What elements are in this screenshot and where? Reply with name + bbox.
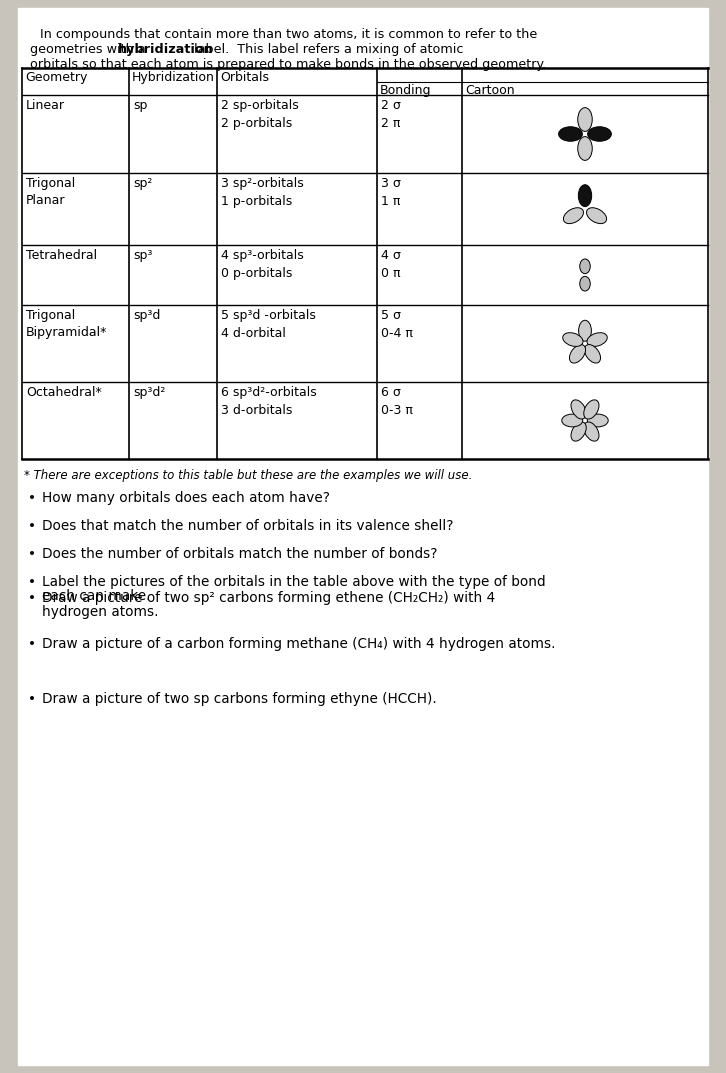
Text: •: • <box>28 575 36 589</box>
Ellipse shape <box>584 422 599 441</box>
Text: Does that match the number of orbitals in its valence shell?: Does that match the number of orbitals i… <box>42 519 454 533</box>
Text: Draw a picture of two sp carbons forming ethyne (HCCH).: Draw a picture of two sp carbons forming… <box>42 692 437 706</box>
Text: 2 σ
2 π: 2 σ 2 π <box>381 99 401 130</box>
Ellipse shape <box>580 277 590 291</box>
Ellipse shape <box>571 400 586 420</box>
Ellipse shape <box>580 259 590 274</box>
Ellipse shape <box>587 208 607 223</box>
Text: 5 σ
0-4 π: 5 σ 0-4 π <box>381 309 413 340</box>
Text: Label the pictures of the orbitals in the table above with the type of bond: Label the pictures of the orbitals in th… <box>42 575 546 589</box>
Text: sp³: sp³ <box>133 249 152 262</box>
Ellipse shape <box>579 185 592 207</box>
Ellipse shape <box>584 344 600 363</box>
Text: each can make.: each can make. <box>42 589 150 603</box>
Text: 3 σ
1 π: 3 σ 1 π <box>381 177 401 208</box>
Text: orbitals so that each atom is prepared to make bonds in the observed geometry.: orbitals so that each atom is prepared t… <box>30 58 546 71</box>
Text: •: • <box>28 591 36 605</box>
Text: Trigonal
Bipyramidal*: Trigonal Bipyramidal* <box>26 309 107 339</box>
Text: sp³d²: sp³d² <box>133 386 166 399</box>
Text: Hybridization: Hybridization <box>132 71 215 84</box>
Text: Linear: Linear <box>26 99 65 112</box>
Text: Orbitals: Orbitals <box>220 71 269 84</box>
Ellipse shape <box>584 400 599 420</box>
Text: hybridization: hybridization <box>118 43 213 56</box>
Text: In compounds that contain more than two atoms, it is common to refer to the: In compounds that contain more than two … <box>40 28 537 41</box>
Ellipse shape <box>578 136 592 160</box>
Text: sp³d: sp³d <box>133 309 160 322</box>
Ellipse shape <box>578 107 592 131</box>
Text: * There are exceptions to this table but these are the examples we will use.: * There are exceptions to this table but… <box>24 469 473 482</box>
Text: sp²: sp² <box>133 177 152 190</box>
Text: label.  This label refers a mixing of atomic: label. This label refers a mixing of ato… <box>190 43 463 56</box>
Text: •: • <box>28 547 36 561</box>
Text: •: • <box>28 519 36 533</box>
Text: •: • <box>28 637 36 651</box>
Text: •: • <box>28 692 36 706</box>
Text: hydrogen atoms.: hydrogen atoms. <box>42 605 158 619</box>
Text: Tetrahedral: Tetrahedral <box>26 249 97 262</box>
Bar <box>22 68 708 459</box>
Ellipse shape <box>587 414 608 427</box>
Text: Draw a picture of two sp² carbons forming ethene (CH₂CH₂) with 4: Draw a picture of two sp² carbons formin… <box>42 591 495 605</box>
Text: Geometry: Geometry <box>25 71 87 84</box>
Text: 4 σ
0 π: 4 σ 0 π <box>381 249 401 280</box>
Ellipse shape <box>587 127 611 142</box>
Ellipse shape <box>587 333 607 347</box>
Text: 4 sp³-orbitals
0 p-orbitals: 4 sp³-orbitals 0 p-orbitals <box>221 249 303 280</box>
Text: sp: sp <box>133 99 147 112</box>
Text: geometries with a: geometries with a <box>30 43 150 56</box>
Ellipse shape <box>558 127 582 142</box>
Ellipse shape <box>569 344 586 363</box>
Text: How many orbitals does each atom have?: How many orbitals does each atom have? <box>42 491 330 505</box>
Text: Draw a picture of a carbon forming methane (CH₄) with 4 hydrogen atoms.: Draw a picture of a carbon forming metha… <box>42 637 555 651</box>
Text: 3 sp²-orbitals
1 p-orbitals: 3 sp²-orbitals 1 p-orbitals <box>221 177 303 208</box>
Text: Bonding: Bonding <box>380 84 431 97</box>
Text: 5 sp³d -orbitals
4 d-orbital: 5 sp³d -orbitals 4 d-orbital <box>221 309 316 340</box>
Ellipse shape <box>563 208 584 223</box>
Text: •: • <box>28 491 36 505</box>
Text: Trigonal
Planar: Trigonal Planar <box>26 177 76 207</box>
Text: 6 σ
0-3 π: 6 σ 0-3 π <box>381 386 413 417</box>
Text: Octahedral*: Octahedral* <box>26 386 102 399</box>
Ellipse shape <box>563 333 583 347</box>
Ellipse shape <box>579 320 592 341</box>
Text: 2 sp-orbitals
2 p-orbitals: 2 sp-orbitals 2 p-orbitals <box>221 99 299 130</box>
Text: Cartoon: Cartoon <box>465 84 515 97</box>
Text: 6 sp³d²-orbitals
3 d-orbitals: 6 sp³d²-orbitals 3 d-orbitals <box>221 386 317 417</box>
Ellipse shape <box>562 414 583 427</box>
Text: Does the number of orbitals match the number of bonds?: Does the number of orbitals match the nu… <box>42 547 438 561</box>
Ellipse shape <box>571 422 586 441</box>
